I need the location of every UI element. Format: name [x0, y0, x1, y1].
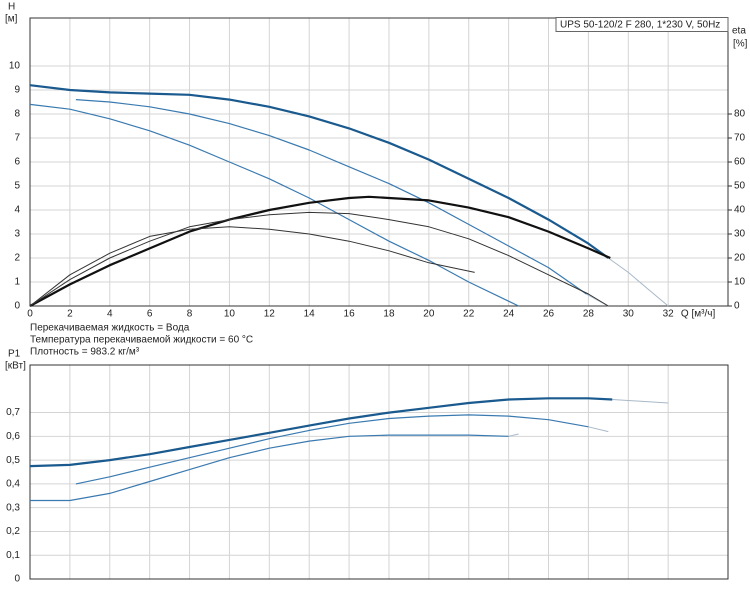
- curve: [588, 426, 609, 433]
- x-tick-label: 20: [423, 309, 435, 320]
- x-tick-label: 4: [107, 309, 113, 320]
- y-tick-label: 8: [14, 109, 20, 120]
- x-tick-label: 14: [304, 309, 316, 320]
- y2-tick-label: 10: [734, 277, 746, 288]
- curve: [29, 397, 613, 468]
- curve: [30, 434, 509, 502]
- y2-axis-label: eta: [732, 26, 746, 37]
- y-axis-label: H: [8, 2, 15, 13]
- x-tick-label: 32: [663, 309, 675, 320]
- title-box: [555, 17, 729, 32]
- y2-tick-label: 30: [734, 229, 746, 240]
- y-tick-label: 0,1: [6, 550, 20, 561]
- x-tick-label: 10: [224, 309, 236, 320]
- annotation: Плотность = 983.2 кг/м³: [30, 347, 140, 358]
- x-tick-label: 24: [503, 309, 515, 320]
- y2-tick-label: 50: [734, 181, 746, 192]
- x-tick-label: 28: [583, 309, 595, 320]
- annotation: Перекачиваемая жидкость = Вода: [30, 323, 190, 334]
- y-tick-label: 9: [14, 85, 20, 96]
- y-tick-label: 0,2: [6, 526, 20, 537]
- x-tick-label: 22: [463, 309, 475, 320]
- y-tick-label: 0: [14, 574, 20, 585]
- x-axis-label: Q [м³/ч]: [681, 309, 716, 320]
- curve: [608, 257, 669, 307]
- y2-axis-unit: [%]: [733, 39, 748, 50]
- x-tick-label: 2: [67, 309, 73, 320]
- y-axis-unit: [м]: [5, 14, 18, 25]
- x-tick-label: 30: [623, 309, 635, 320]
- curve: [75, 99, 587, 295]
- y-axis-label: P1: [8, 349, 21, 360]
- x-tick-label: 12: [264, 309, 276, 320]
- plot-frame: [29, 364, 729, 580]
- y2-tick-label: 60: [734, 157, 746, 168]
- curve: [29, 226, 475, 307]
- x-tick-label: 0: [27, 309, 33, 320]
- annotation: Температура перекачиваемой жидкости = 60…: [30, 335, 253, 346]
- curve: [75, 414, 589, 485]
- x-tick-label: 26: [543, 309, 555, 320]
- y-axis-unit: [кВт]: [5, 361, 26, 372]
- x-tick-label: 18: [383, 309, 395, 320]
- plot-frame: [29, 17, 729, 307]
- x-tick-label: 6: [147, 309, 153, 320]
- y2-tick-label: 20: [734, 253, 746, 264]
- curve: [29, 84, 609, 259]
- curve: [29, 103, 519, 307]
- y-tick-label: 0,7: [6, 407, 20, 418]
- y2-tick-label: 0: [734, 301, 740, 312]
- y-tick-label: 2: [14, 253, 20, 264]
- y2-tick-label: 40: [734, 205, 746, 216]
- curve: [508, 433, 519, 437]
- y2-tick-label: 70: [734, 133, 746, 144]
- y-tick-label: 1: [14, 277, 20, 288]
- curve: [29, 195, 611, 307]
- y-tick-label: 5: [14, 181, 20, 192]
- y-tick-label: 0: [14, 301, 20, 312]
- curve: [612, 399, 669, 404]
- y-tick-label: 4: [14, 205, 20, 216]
- y-tick-label: 0,5: [6, 455, 20, 466]
- curve: [29, 211, 609, 307]
- x-tick-label: 16: [344, 309, 356, 320]
- y-tick-label: 7: [14, 133, 20, 144]
- x-tick-label: 8: [187, 309, 193, 320]
- y-tick-label: 0,4: [6, 479, 20, 490]
- y-tick-label: 0,3: [6, 502, 20, 513]
- y-tick-label: 0,6: [6, 431, 20, 442]
- y2-tick-label: 80: [734, 109, 746, 120]
- chart-title: UPS 50-120/2 F 280, 1*230 V, 50Hz: [560, 20, 720, 31]
- y-tick-label: 6: [14, 157, 20, 168]
- y-tick-label: 10: [9, 61, 21, 72]
- y-tick-label: 3: [14, 229, 20, 240]
